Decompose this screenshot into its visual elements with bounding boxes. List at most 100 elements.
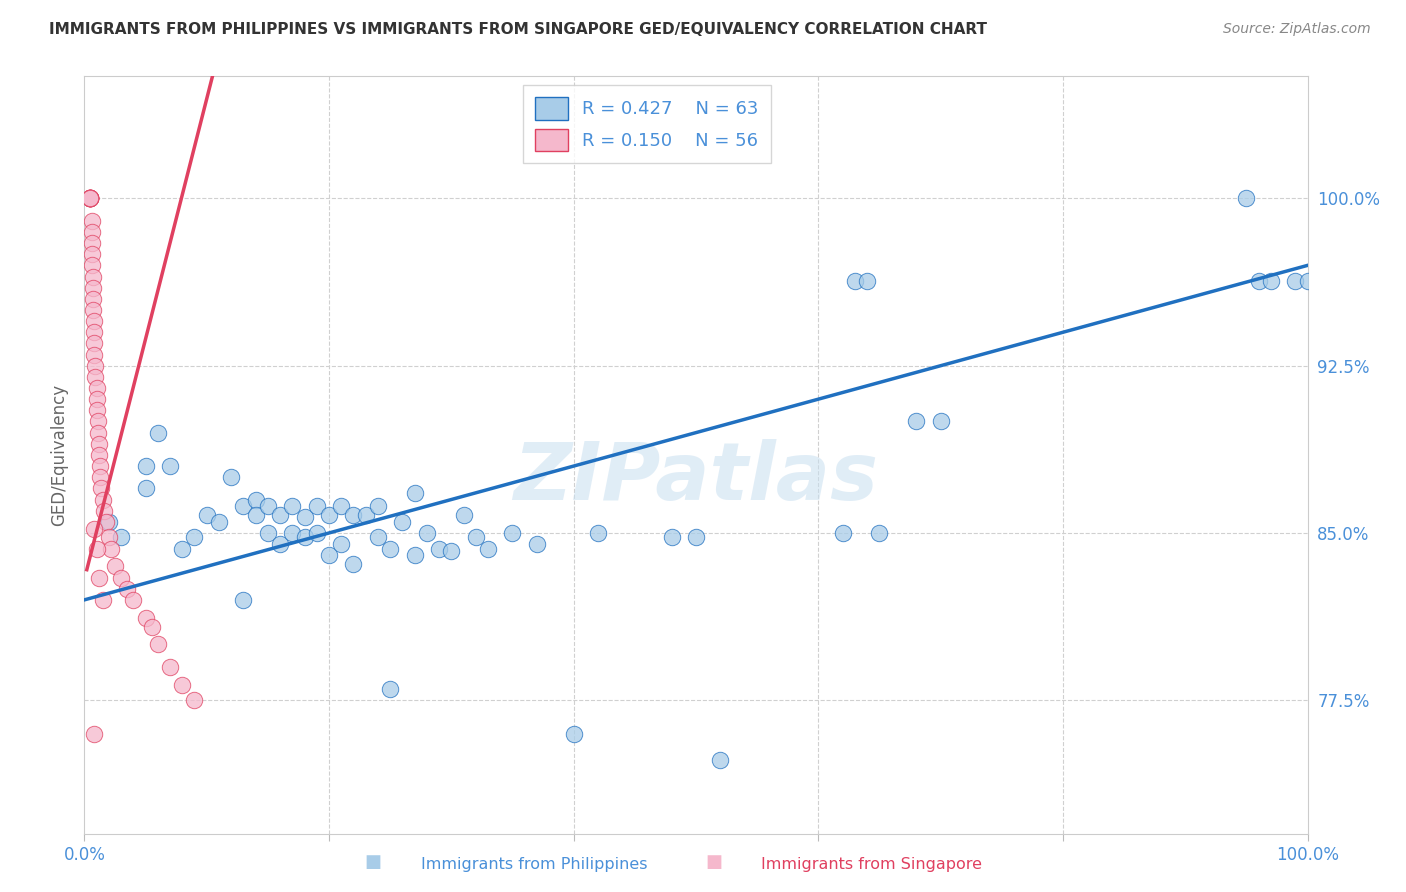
- Point: [318, 549, 340, 563]
- Point: [159, 660, 181, 674]
- Point: [96, 515, 118, 529]
- Point: [1260, 274, 1282, 288]
- Point: [79, 192, 101, 206]
- Point: [89, 459, 111, 474]
- Point: [100, 541, 122, 556]
- Point: [141, 620, 163, 634]
- Point: [305, 526, 328, 541]
- Point: [79, 192, 101, 206]
- Point: [269, 508, 291, 523]
- Point: [342, 508, 364, 523]
- Point: [97, 515, 120, 529]
- Point: [526, 537, 548, 551]
- Point: [661, 530, 683, 544]
- Point: [84, 370, 107, 384]
- Point: [232, 593, 254, 607]
- Point: [869, 526, 891, 541]
- Point: [477, 541, 499, 556]
- Point: [87, 414, 110, 429]
- Point: [330, 537, 353, 551]
- Point: [80, 225, 103, 239]
- Point: [318, 508, 340, 523]
- Point: [440, 544, 463, 558]
- Text: ZIPatlas: ZIPatlas: [513, 439, 879, 516]
- Point: [83, 314, 105, 328]
- Text: ■: ■: [706, 854, 723, 871]
- Point: [391, 515, 413, 529]
- Point: [281, 500, 304, 514]
- Point: [709, 753, 731, 767]
- Point: [245, 492, 267, 507]
- Point: [135, 611, 157, 625]
- Point: [1236, 192, 1258, 206]
- Point: [87, 448, 110, 462]
- Point: [87, 425, 110, 440]
- Point: [464, 530, 486, 544]
- Text: Immigrants from Philippines: Immigrants from Philippines: [420, 857, 648, 872]
- Point: [83, 336, 105, 351]
- Point: [354, 508, 377, 523]
- Point: [79, 192, 101, 206]
- Point: [245, 508, 267, 523]
- Point: [404, 486, 426, 500]
- Point: [257, 526, 280, 541]
- Point: [367, 500, 389, 514]
- Point: [294, 530, 316, 544]
- Point: [82, 292, 104, 306]
- Point: [86, 403, 108, 417]
- Point: [80, 235, 103, 250]
- Point: [79, 192, 101, 206]
- Point: [82, 281, 104, 295]
- Point: [929, 414, 952, 429]
- Point: [97, 530, 120, 544]
- Point: [122, 593, 145, 607]
- Point: [79, 192, 101, 206]
- Point: [86, 392, 108, 407]
- Point: [831, 526, 853, 541]
- Point: [281, 526, 304, 541]
- Point: [208, 515, 231, 529]
- Point: [342, 558, 364, 572]
- Point: [195, 508, 218, 523]
- Point: [91, 593, 114, 607]
- Text: IMMIGRANTS FROM PHILIPPINES VS IMMIGRANTS FROM SINGAPORE GED/EQUIVALENCY CORRELA: IMMIGRANTS FROM PHILIPPINES VS IMMIGRANT…: [49, 22, 987, 37]
- Point: [416, 526, 439, 541]
- Point: [83, 522, 105, 536]
- Point: [90, 482, 112, 496]
- Point: [86, 541, 108, 556]
- Point: [380, 541, 402, 556]
- Point: [219, 470, 242, 484]
- Point: [294, 510, 316, 524]
- Point: [115, 582, 138, 596]
- Point: [232, 500, 254, 514]
- Point: [146, 425, 169, 440]
- Point: [82, 269, 104, 284]
- Point: [84, 359, 107, 373]
- Point: [183, 693, 205, 707]
- Point: [79, 192, 101, 206]
- Point: [87, 436, 110, 450]
- Point: [79, 192, 101, 206]
- Point: [305, 500, 328, 514]
- Point: [586, 526, 609, 541]
- Point: [79, 192, 101, 206]
- Point: [562, 727, 585, 741]
- Point: [79, 192, 101, 206]
- Point: [135, 459, 157, 474]
- Point: [91, 492, 114, 507]
- Point: [380, 682, 402, 697]
- Point: [159, 459, 181, 474]
- Point: [269, 537, 291, 551]
- Point: [87, 571, 110, 585]
- Point: [146, 637, 169, 651]
- Point: [330, 500, 353, 514]
- Point: [404, 549, 426, 563]
- Point: [257, 500, 280, 514]
- Point: [93, 503, 115, 517]
- Point: [856, 274, 879, 288]
- Point: [79, 192, 101, 206]
- Point: [104, 559, 127, 574]
- Text: Immigrants from Singapore: Immigrants from Singapore: [761, 857, 983, 872]
- Point: [80, 259, 103, 273]
- Point: [110, 571, 132, 585]
